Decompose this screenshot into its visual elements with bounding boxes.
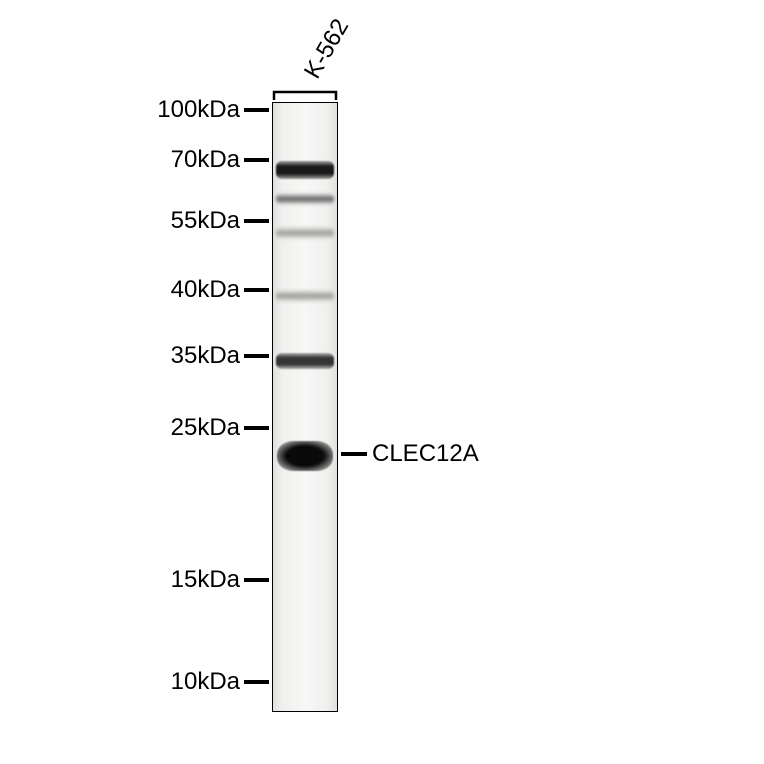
mw-label: 70kDa (171, 146, 240, 174)
mw-label: 55kDa (171, 207, 240, 235)
mw-tick (244, 108, 269, 112)
band (276, 353, 334, 369)
mw-label: 35kDa (171, 342, 240, 370)
band (276, 193, 334, 205)
annotation-label: CLEC12A (372, 440, 479, 468)
mw-tick (244, 158, 269, 162)
mw-label: 25kDa (171, 414, 240, 442)
mw-tick (244, 354, 269, 358)
band (276, 289, 334, 303)
mw-tick (244, 578, 269, 582)
mw-label: 100kDa (157, 96, 240, 124)
mw-tick (244, 426, 269, 430)
annotation-tick (341, 452, 367, 456)
mw-label: 40kDa (171, 276, 240, 304)
lane-label: K-562 (299, 14, 355, 83)
blot-lane (272, 102, 338, 712)
mw-label: 10kDa (171, 668, 240, 696)
band (276, 226, 334, 240)
mw-label: 15kDa (171, 566, 240, 594)
band (276, 161, 334, 179)
mw-tick (244, 680, 269, 684)
mw-tick (244, 219, 269, 223)
band (277, 441, 333, 471)
mw-tick (244, 288, 269, 292)
western-blot-figure: K-562 100kDa 70kDa 55kDa 40kDa 35kDa 25kDa 15k… (0, 0, 764, 764)
